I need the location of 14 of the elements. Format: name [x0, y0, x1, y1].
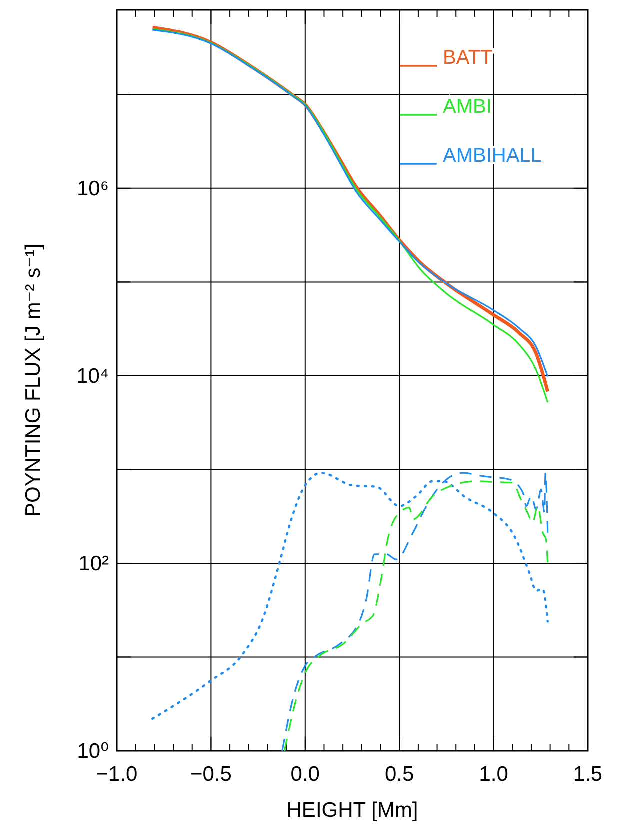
- y-tick-label: 10⁶: [76, 177, 109, 200]
- y-tick-label: 10⁴: [76, 364, 109, 388]
- legend-label: BATT: [443, 47, 493, 69]
- x-tick-label: 0.5: [385, 763, 414, 786]
- legend-label: AMBI: [443, 96, 492, 118]
- y-tick-label: 10⁰: [77, 740, 109, 763]
- y-axis-title: POYNTING FLUX [J m⁻² s⁻¹]: [22, 244, 45, 518]
- x-tick-label: −0.5: [190, 763, 232, 786]
- y-tick-label: 10²: [78, 552, 109, 576]
- x-tick-label: 1.0: [479, 763, 508, 786]
- x-axis-title: HEIGHT [Mm]: [286, 799, 418, 822]
- x-tick-label: 1.5: [573, 763, 603, 786]
- x-tick-label: 0.0: [290, 763, 320, 786]
- x-tick-label: −1.0: [96, 763, 138, 786]
